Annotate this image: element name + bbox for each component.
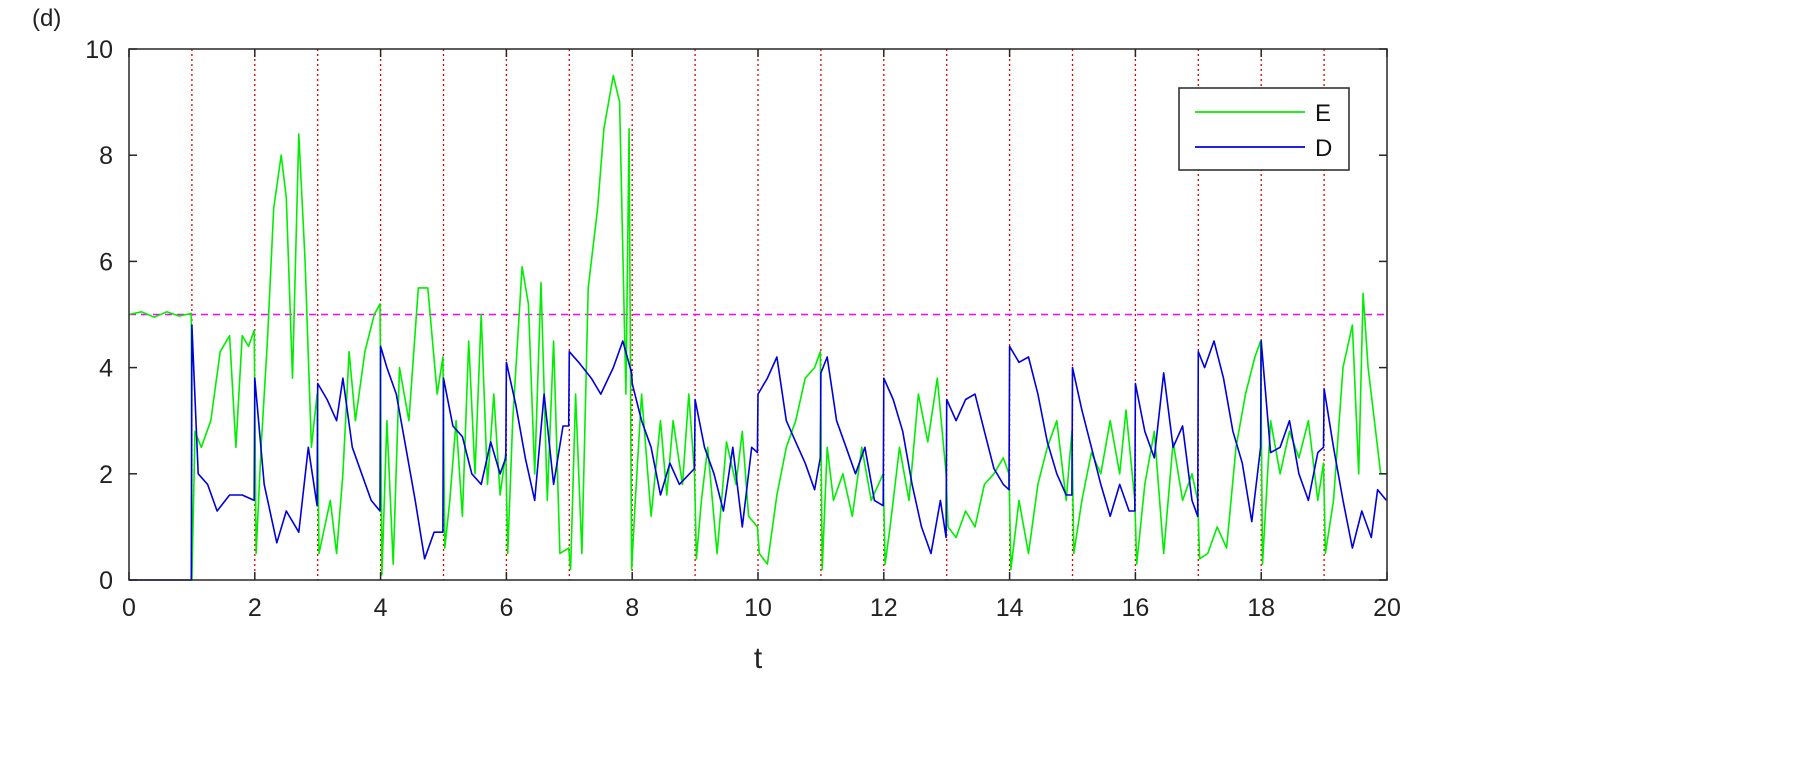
y-tick-label: 4 — [99, 355, 113, 383]
x-tick-label: 12 — [870, 594, 898, 622]
x-tick-label: 4 — [374, 594, 388, 622]
series-layer — [128, 74, 1388, 581]
y-tick-labels: 0 2 4 6 8 10 — [85, 36, 113, 595]
series-line-D — [129, 324, 1388, 581]
series-line-E — [128, 74, 1387, 581]
x-tick-label: 2 — [248, 594, 262, 622]
y-tick-label: 6 — [99, 248, 113, 276]
x-tick-label: 20 — [1373, 594, 1401, 622]
x-tick-label: 18 — [1247, 594, 1275, 622]
y-tick-label: 0 — [99, 567, 113, 595]
legend-box — [1178, 87, 1350, 171]
tick-marks — [128, 48, 1388, 581]
x-tick-label: 10 — [744, 594, 772, 622]
x-tick-label: 8 — [625, 594, 639, 622]
y-tick-label: 2 — [99, 461, 113, 489]
legend-label-D: D — [1315, 135, 1332, 162]
x-tick-label: 16 — [1121, 594, 1149, 622]
x-tick-label: 0 — [122, 594, 136, 622]
panel-label: (d) — [32, 5, 61, 32]
x-tick-label: 6 — [499, 594, 513, 622]
y-tick-label: 10 — [85, 36, 113, 64]
legend: ED — [1178, 87, 1350, 171]
x-tick-labels: 0 2 4 6 8 10 12 14 16 18 20 — [122, 594, 1401, 622]
x-tick-label: 14 — [996, 594, 1024, 622]
y-tick-label: 8 — [99, 142, 113, 170]
x-axis-label: t — [754, 642, 763, 675]
legend-label-E: E — [1315, 100, 1331, 127]
